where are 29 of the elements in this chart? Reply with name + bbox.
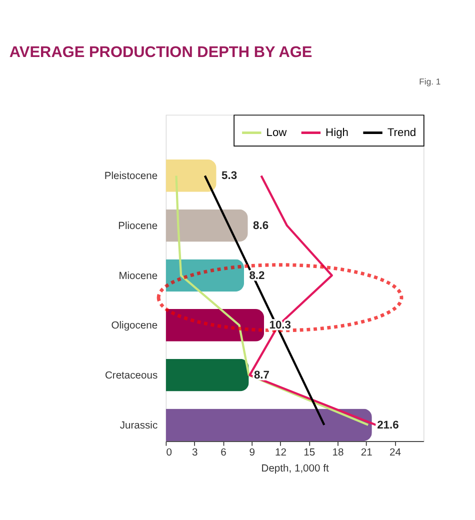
legend-label: Trend xyxy=(387,127,416,140)
x-tick-label: 21 xyxy=(360,447,373,458)
bar xyxy=(166,408,372,442)
bar xyxy=(166,358,249,392)
y-tick-label: Jurassic xyxy=(120,420,158,432)
x-tick-label: 18 xyxy=(332,447,344,458)
x-tick-label: 15 xyxy=(304,447,316,458)
x-tick-label: 24 xyxy=(390,447,402,458)
legend-label: Low xyxy=(266,127,288,140)
data-label: 8.7 xyxy=(254,370,270,382)
data-label: 21.6 xyxy=(377,419,399,432)
x-tick-label: 6 xyxy=(220,447,227,458)
x-tick-label: 12 xyxy=(275,447,287,458)
chart-title: AVERAGE PRODUCTION DEPTH BY AGE xyxy=(9,44,312,62)
y-tick-label: Cretaceous xyxy=(104,370,158,382)
y-tick-label: Pliocene xyxy=(118,221,158,232)
x-tick-label: 0 xyxy=(166,447,172,458)
y-tick-label: Pleistocene xyxy=(104,171,158,182)
y-tick-label: Oligocene xyxy=(111,320,158,332)
caption: Fig. 1 xyxy=(419,76,441,87)
bar xyxy=(166,209,248,242)
y-tick-label: Miocene xyxy=(118,270,158,282)
legend-label: High xyxy=(326,127,348,140)
data-label: 8.6 xyxy=(253,220,269,232)
data-label: 5.3 xyxy=(222,170,238,182)
x-tick-label: 9 xyxy=(249,447,256,458)
bar xyxy=(166,160,216,192)
x-axis-title: Depth, 1,000 ft xyxy=(261,464,329,475)
x-tick-label: 3 xyxy=(192,447,198,458)
